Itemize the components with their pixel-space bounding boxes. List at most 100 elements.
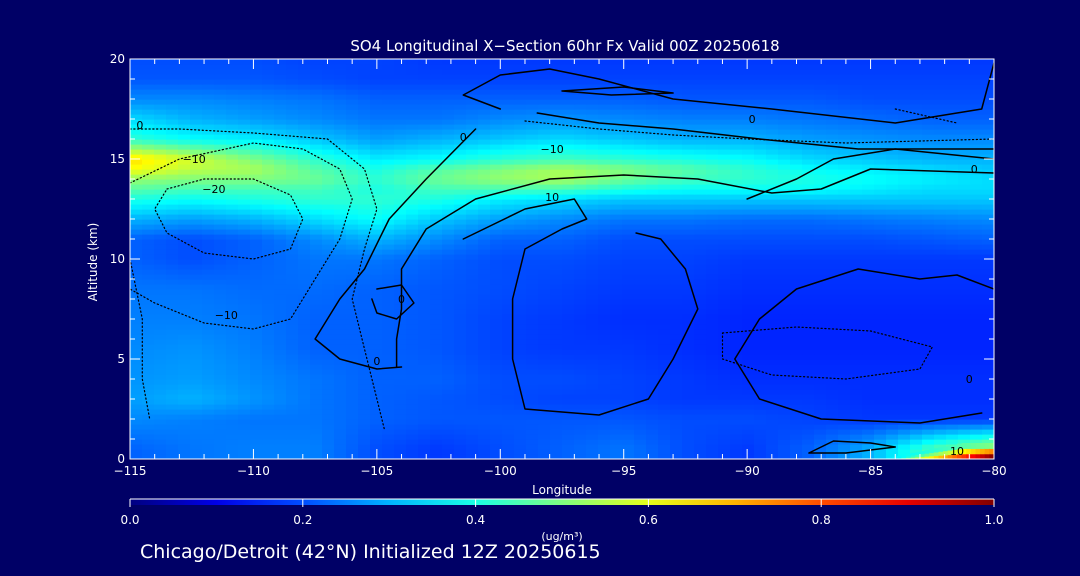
heatmap-cell: [190, 214, 203, 220]
heatmap-cell: [526, 404, 539, 410]
heatmap-cell: [346, 159, 359, 165]
heatmap-cell: [706, 324, 719, 330]
heatmap-cell: [610, 154, 623, 160]
heatmap-cell: [166, 244, 179, 250]
heatmap-cell: [526, 364, 539, 370]
heatmap-cell: [610, 319, 623, 325]
heatmap-cell: [346, 274, 359, 280]
heatmap-cell: [862, 349, 875, 355]
heatmap-cell: [802, 119, 815, 125]
heatmap-cell: [910, 174, 923, 180]
heatmap-cell: [898, 204, 911, 210]
heatmap-cell: [862, 194, 875, 200]
heatmap-cell: [454, 259, 467, 265]
heatmap-cell: [646, 284, 659, 290]
heatmap-cell: [622, 229, 635, 235]
heatmap-cell: [274, 279, 287, 285]
heatmap-cell: [238, 454, 251, 459]
heatmap-cell: [178, 359, 191, 365]
heatmap-cell: [214, 119, 227, 125]
heatmap-cell: [766, 134, 779, 140]
heatmap-cell: [910, 164, 923, 170]
heatmap-cell: [562, 239, 575, 245]
heatmap-cell: [310, 324, 323, 330]
heatmap-cell: [694, 194, 707, 200]
heatmap-cell: [982, 424, 994, 430]
heatmap-cell: [610, 114, 623, 120]
heatmap-cell: [490, 439, 503, 445]
heatmap-cell: [706, 359, 719, 365]
heatmap-cell: [886, 184, 899, 190]
heatmap-cell: [298, 309, 311, 315]
heatmap-cell: [694, 274, 707, 280]
heatmap-cell: [586, 429, 599, 435]
heatmap-cell: [850, 249, 863, 255]
heatmap-cell: [478, 214, 491, 220]
heatmap-cell: [202, 374, 215, 380]
heatmap-cell: [178, 129, 191, 135]
heatmap-cell: [562, 349, 575, 355]
heatmap-cell: [826, 379, 839, 385]
heatmap-cell: [826, 309, 839, 315]
heatmap-cell: [610, 239, 623, 245]
heatmap-cell: [154, 174, 167, 180]
heatmap-cell: [430, 259, 443, 265]
heatmap-cell: [190, 304, 203, 310]
heatmap-cell: [286, 154, 299, 160]
heatmap-cell: [502, 424, 515, 430]
heatmap-cell: [214, 219, 227, 225]
heatmap-cell: [154, 304, 167, 310]
heatmap-cell: [898, 164, 911, 170]
heatmap-cell: [430, 334, 443, 340]
heatmap-cell: [586, 239, 599, 245]
heatmap-cell: [490, 444, 503, 450]
heatmap-cell: [754, 279, 767, 285]
heatmap-cell: [958, 339, 971, 345]
heatmap-cell: [610, 229, 623, 235]
heatmap-cell: [310, 309, 323, 315]
heatmap-cell: [790, 254, 803, 260]
heatmap-cell: [814, 419, 827, 425]
heatmap-cell: [862, 219, 875, 225]
heatmap-cell: [442, 449, 455, 455]
heatmap-cell: [130, 384, 143, 390]
heatmap-cell: [634, 209, 647, 215]
heatmap-cell: [574, 319, 587, 325]
heatmap-cell: [934, 434, 947, 440]
heatmap-cell: [658, 219, 671, 225]
heatmap-cell: [766, 369, 779, 375]
heatmap-cell: [694, 189, 707, 195]
heatmap-cell: [622, 344, 635, 350]
heatmap-cell: [838, 289, 851, 295]
heatmap-cell: [478, 249, 491, 255]
heatmap-cell: [238, 214, 251, 220]
heatmap-cell: [382, 159, 395, 165]
heatmap-cell: [310, 429, 323, 435]
heatmap-cell: [274, 324, 287, 330]
heatmap-cell: [622, 199, 635, 205]
heatmap-cell: [982, 294, 994, 300]
heatmap-cell: [550, 269, 563, 275]
heatmap-cell: [718, 249, 731, 255]
heatmap-cell: [610, 194, 623, 200]
heatmap-cell: [154, 334, 167, 340]
heatmap-cell: [814, 349, 827, 355]
heatmap-cell: [262, 339, 275, 345]
heatmap-cell: [862, 254, 875, 260]
heatmap-cell: [286, 159, 299, 165]
heatmap-cell: [238, 334, 251, 340]
heatmap-cell: [202, 169, 215, 175]
heatmap-cell: [526, 164, 539, 170]
heatmap-cell: [958, 184, 971, 190]
heatmap-cell: [202, 159, 215, 165]
heatmap-cell: [334, 299, 347, 305]
heatmap-cell: [430, 364, 443, 370]
heatmap-cell: [478, 334, 491, 340]
heatmap-cell: [322, 389, 335, 395]
heatmap-cell: [262, 364, 275, 370]
heatmap-cell: [490, 309, 503, 315]
heatmap-cell: [262, 129, 275, 135]
heatmap-cell: [142, 324, 155, 330]
heatmap-cell: [394, 374, 407, 380]
heatmap-cell: [406, 144, 419, 150]
